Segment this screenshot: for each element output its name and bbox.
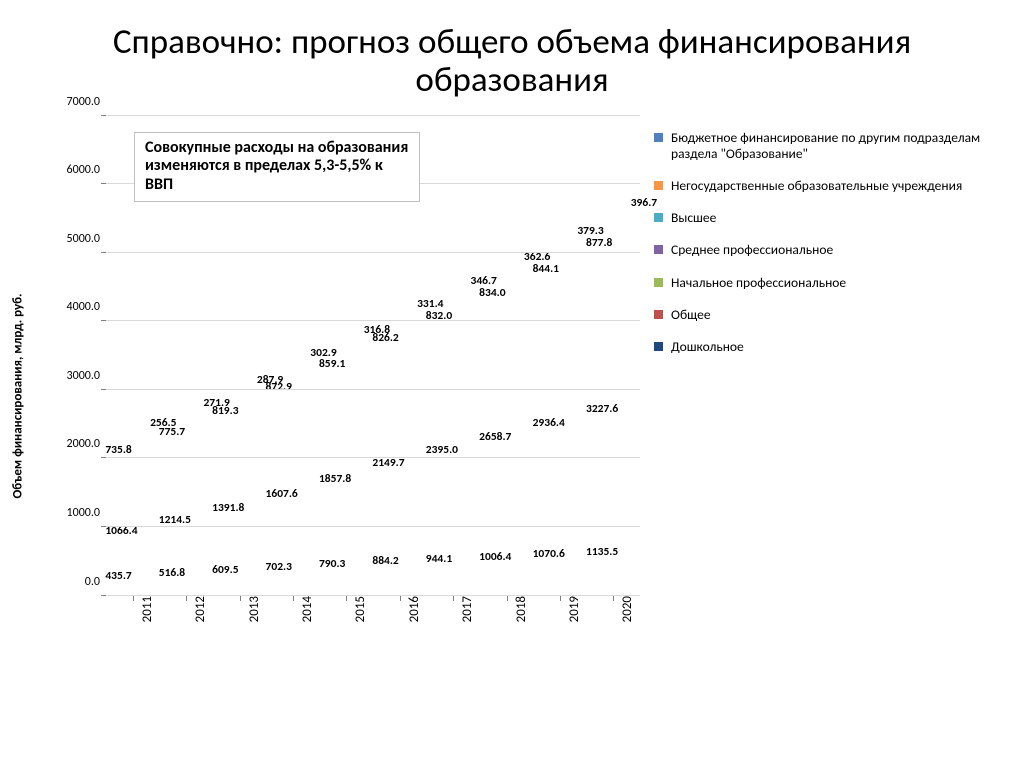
- legend: Бюджетное финансирование по другим подра…: [640, 116, 996, 758]
- gridline: [106, 320, 640, 321]
- y-tick-label: 2000.0: [67, 437, 106, 451]
- x-tick-label: 2020: [613, 596, 635, 622]
- x-tick-label: 2014: [293, 596, 315, 622]
- y-tick-mark: [101, 526, 106, 527]
- data-label: 702.3: [266, 562, 292, 574]
- y-tick-mark: [101, 183, 106, 184]
- data-label: 944.1: [426, 554, 452, 566]
- legend-item: Общее: [654, 307, 996, 323]
- y-tick-mark: [101, 320, 106, 321]
- data-label: 3227.6: [586, 404, 618, 416]
- data-label: 877.8: [586, 238, 612, 250]
- data-label: 884.2: [372, 556, 398, 568]
- data-label: 775.7: [159, 427, 185, 439]
- legend-swatch: [654, 310, 663, 319]
- data-label: 435.7: [105, 571, 131, 583]
- y-tick-label: 0.0: [85, 575, 106, 589]
- legend-label: Высшее: [671, 210, 996, 226]
- legend-label: Среднее профессиональное: [671, 242, 996, 258]
- x-tick-label: 2017: [453, 596, 475, 622]
- data-label: 516.8: [159, 568, 185, 580]
- data-label: 834.0: [479, 288, 505, 300]
- legend-swatch: [654, 213, 663, 222]
- legend-swatch: [654, 181, 663, 190]
- y-tick-label: 7000.0: [67, 95, 106, 109]
- legend-swatch: [654, 342, 663, 351]
- data-label: 1391.8: [212, 503, 244, 515]
- gridline: [106, 526, 640, 527]
- chart: Объем финансирования, млрд. руб. 435.710…: [28, 116, 640, 676]
- y-tick-mark: [101, 595, 106, 596]
- plot-area: 435.71066.4735.8256.52011516.81214.5775.…: [106, 116, 640, 596]
- y-tick-mark: [101, 457, 106, 458]
- content-row: Объем финансирования, млрд. руб. 435.710…: [28, 116, 996, 758]
- data-label: 826.2: [372, 333, 398, 345]
- annotation-text: Совокупные расходы на образования изменя…: [145, 138, 408, 195]
- legend-item: Дошкольное: [654, 339, 996, 355]
- bar-column: 1135.53227.6877.8396.72020: [587, 116, 640, 596]
- gridline: [106, 115, 640, 116]
- data-label: 859.1: [319, 359, 345, 371]
- page-title: Справочно: прогноз общего объема финанси…: [28, 24, 996, 100]
- bar-column: 1006.42658.7834.0362.62018: [480, 116, 533, 596]
- y-tick-mark: [101, 252, 106, 253]
- legend-label: Бюджетное финансирование по другим подра…: [671, 130, 996, 162]
- x-tick-label: 2015: [346, 596, 368, 622]
- bar-column: 1070.62936.4844.1379.32019: [533, 116, 586, 596]
- data-label: 1066.4: [105, 526, 137, 538]
- slide: Справочно: прогноз общего объема финанси…: [0, 0, 1024, 768]
- x-tick-label: 2011: [133, 596, 155, 622]
- legend-label: Начальное профессиональное: [671, 275, 996, 291]
- legend-item: Начальное профессиональное: [654, 275, 996, 291]
- y-axis-title: Объем финансирования, млрд. руб.: [11, 293, 26, 498]
- y-tick-label: 3000.0: [67, 369, 106, 383]
- legend-label: Общее: [671, 307, 996, 323]
- gridline: [106, 252, 640, 253]
- data-label: 1070.6: [533, 549, 565, 561]
- gridline: [106, 389, 640, 390]
- bar-column: 944.12395.0832.0346.72017: [426, 116, 479, 596]
- data-label: 844.1: [533, 264, 559, 276]
- y-tick-label: 4000.0: [67, 300, 106, 314]
- x-tick-label: 2016: [400, 596, 422, 622]
- data-label: 1607.6: [266, 489, 298, 501]
- x-tick-label: 2012: [186, 596, 208, 622]
- data-label: 1214.5: [159, 515, 191, 527]
- data-label: 2936.4: [533, 418, 565, 430]
- x-tick-label: 2018: [507, 596, 529, 622]
- legend-item: Среднее профессиональное: [654, 242, 996, 258]
- legend-item: Высшее: [654, 210, 996, 226]
- x-tick-label: 2013: [240, 596, 262, 622]
- legend-swatch: [654, 278, 663, 287]
- legend-item: Негосударственные образовательные учрежд…: [654, 178, 996, 194]
- gridline: [106, 457, 640, 458]
- y-tick-mark: [101, 389, 106, 390]
- annotation-box: Совокупные расходы на образования изменя…: [134, 132, 420, 203]
- data-label: 609.5: [212, 565, 238, 577]
- x-tick-label: 2019: [560, 596, 582, 622]
- data-label: 2658.7: [479, 432, 511, 444]
- data-label: 819.3: [212, 406, 238, 418]
- legend-swatch: [654, 245, 663, 254]
- data-label: 1135.5: [586, 547, 618, 559]
- legend-item: Бюджетное финансирование по другим подра…: [654, 130, 996, 162]
- legend-label: Дошкольное: [671, 339, 996, 355]
- gridline: [106, 595, 640, 596]
- data-label: 1857.8: [319, 474, 351, 486]
- data-label: 396.7: [631, 198, 657, 210]
- data-label: 1006.4: [479, 552, 511, 564]
- data-label: 2149.7: [372, 458, 404, 470]
- data-label: 790.3: [319, 559, 345, 571]
- y-tick-label: 5000.0: [67, 232, 106, 246]
- y-tick-label: 1000.0: [67, 506, 106, 520]
- legend-swatch: [654, 133, 663, 142]
- y-tick-mark: [101, 115, 106, 116]
- data-label: 2395.0: [426, 445, 458, 457]
- y-tick-label: 6000.0: [67, 163, 106, 177]
- data-label: 735.8: [105, 445, 131, 457]
- legend-label: Негосударственные образовательные учрежд…: [671, 178, 996, 194]
